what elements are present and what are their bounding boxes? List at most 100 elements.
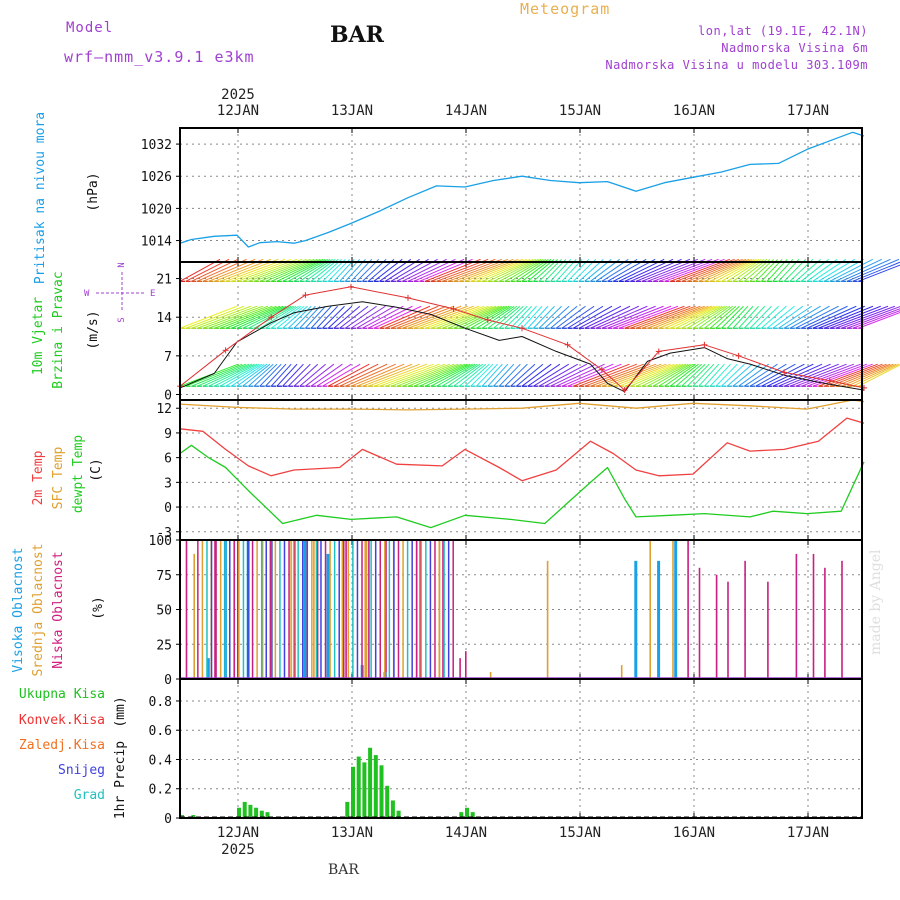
wind-barb <box>607 305 664 329</box>
wind-barb <box>459 305 505 329</box>
wind-barb <box>521 305 543 329</box>
wind-barb <box>430 305 489 329</box>
wind-barb <box>846 363 897 387</box>
wind-barb <box>555 305 586 329</box>
cloud-bar-texture <box>206 540 208 679</box>
cloud-bar-texture <box>270 540 272 679</box>
wind-barb <box>458 363 487 387</box>
wind-barb <box>647 305 705 329</box>
precip-bar <box>351 766 355 818</box>
wind-barb <box>658 305 712 329</box>
wind-barb <box>601 363 662 387</box>
y-tick-label: 0.6 <box>149 724 172 739</box>
wind-barb <box>430 363 473 387</box>
wind-barb <box>327 305 353 329</box>
cloud-bar <box>727 581 729 679</box>
wind-barb <box>681 305 723 329</box>
wind-barb <box>698 305 731 329</box>
wind-barb <box>801 363 861 387</box>
wind-barb <box>225 305 281 329</box>
wind-barb <box>259 305 297 329</box>
wind-barb <box>550 305 578 329</box>
wind-barb <box>726 305 749 329</box>
bottom-date-axis: 12JAN 13JAN 14JAN 15JAN 16JAN 17JAN <box>217 825 829 841</box>
cloud-bar-texture <box>265 540 267 679</box>
wind-barb <box>208 305 268 329</box>
model-name: wrf–nmm_v3.9.1 e3km <box>64 48 255 66</box>
wind-barb <box>818 363 878 387</box>
wind-compass: N S W E <box>84 262 155 322</box>
wind-barb <box>521 363 552 387</box>
cloud-bar <box>442 540 444 679</box>
wind-barb <box>835 305 896 329</box>
cloud-bar <box>687 540 689 679</box>
wind-barb <box>316 305 338 329</box>
wind-barb <box>692 305 728 329</box>
wind-barb <box>618 305 679 329</box>
cloud-bar-texture <box>338 540 340 679</box>
wind-barb <box>726 363 753 387</box>
temp2m-line <box>179 417 865 482</box>
wind-barb <box>236 363 268 387</box>
grid-layer <box>176 128 862 819</box>
cloud-bar-texture <box>429 540 432 679</box>
wind-barb <box>498 305 524 329</box>
wind-barb <box>436 363 476 387</box>
cloud-bar <box>744 560 746 679</box>
wind-barb <box>282 363 304 387</box>
y-tick-label: 0.4 <box>149 753 173 768</box>
dewpt-line <box>179 444 865 529</box>
dewpt-title: dewpt Temp <box>71 435 86 513</box>
wind-barb <box>413 305 474 329</box>
cloud-bar-texture <box>329 540 331 679</box>
wind-barb <box>538 305 562 329</box>
altitude-label: Nadmorska Visina 6m <box>721 41 868 55</box>
wind-barb <box>202 305 263 329</box>
wind-barb <box>191 363 247 387</box>
legend-freezing: Zaledj.Kisa <box>19 738 105 753</box>
pressure-unit: (hPa) <box>86 172 101 211</box>
cloud-unit: (%) <box>91 596 106 619</box>
mid-cloud-title: Srednja Oblacnost <box>31 543 46 676</box>
top-day-label: 15JAN <box>559 103 601 119</box>
precip-bar <box>465 807 469 818</box>
top-year-label: 2025 <box>221 87 255 103</box>
precip-bar <box>362 762 367 818</box>
cloud-bar <box>459 658 461 679</box>
precip-bar <box>368 747 373 818</box>
wind-barb <box>544 305 570 329</box>
wind-barb <box>385 305 439 329</box>
cloud-bar-texture <box>210 540 213 679</box>
wind-barb <box>208 363 255 387</box>
wind-barb <box>476 305 512 329</box>
cloud-bar-texture <box>361 540 363 679</box>
wind-barb <box>664 363 696 387</box>
y-tick-label: 1020 <box>141 202 172 217</box>
precip-bar <box>459 812 464 818</box>
wind-barb <box>390 305 447 329</box>
cloud-bar-texture <box>452 540 454 679</box>
cloud-bar-texture <box>315 540 318 679</box>
precip-bar <box>237 807 241 818</box>
cloud-bar-texture <box>301 540 304 679</box>
wind-barb <box>185 305 245 329</box>
cloud-bar-texture <box>306 540 309 679</box>
wind-barb <box>778 363 831 387</box>
cloud-bar <box>812 553 815 679</box>
wind-barb <box>242 305 289 329</box>
cloud-bar <box>261 540 264 679</box>
footer-station: BAR <box>328 862 359 878</box>
wind-barb <box>584 305 631 329</box>
wind-barb <box>743 305 766 329</box>
wind-barb <box>236 305 287 329</box>
wind-barb <box>436 305 493 329</box>
wind-barb <box>498 363 521 387</box>
cloud-bar-texture <box>415 540 418 679</box>
wind-barb <box>709 363 731 387</box>
precip-bar <box>345 801 350 818</box>
cloud-bar <box>364 540 366 679</box>
wind-barb <box>333 305 361 329</box>
wind-barb <box>299 305 321 329</box>
wind-barb <box>732 305 754 329</box>
